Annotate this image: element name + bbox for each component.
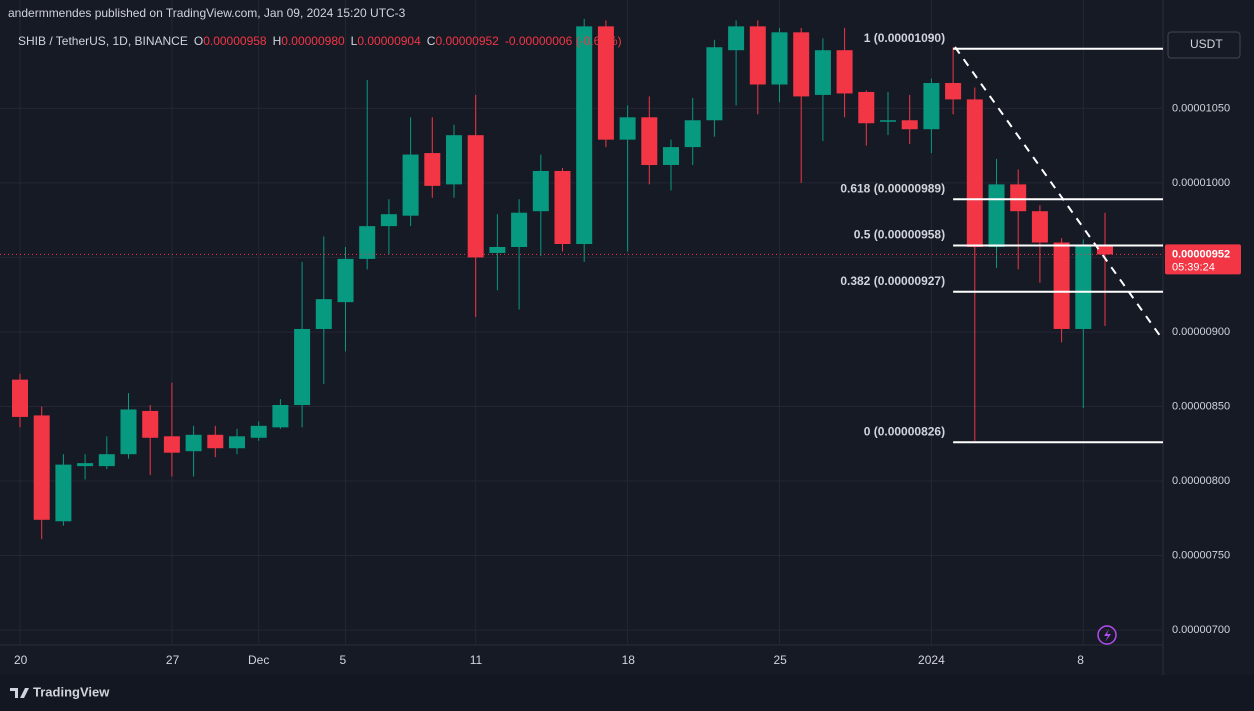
candle-body [380, 214, 397, 227]
candle-body [728, 26, 745, 51]
candle-body [706, 47, 723, 121]
x-tick-label: 25 [774, 653, 788, 667]
y-tick-label: 0.00000850 [1172, 400, 1230, 412]
y-tick-label: 0.00000800 [1172, 475, 1230, 487]
countdown: 05:39:24 [1172, 261, 1215, 273]
alert-bolt [1104, 629, 1111, 642]
candle-body [12, 379, 28, 417]
x-tick-label: 11 [470, 653, 483, 667]
candle-body [858, 91, 875, 124]
x-tick-label: 2024 [918, 653, 945, 667]
y-tick-label: 0.00000700 [1172, 624, 1230, 636]
candle-body [1010, 184, 1027, 212]
candle-body [880, 120, 896, 122]
last-price-label: 0.00000952 [1172, 248, 1230, 260]
published-note: andermmendes published on TradingView.co… [8, 6, 406, 20]
candle-body [532, 170, 549, 212]
change: -0.00000006 (-0.63%) [505, 34, 622, 48]
candle-body [988, 184, 1005, 247]
candle-body [77, 463, 94, 467]
candle-body [1053, 242, 1070, 329]
candle-body [554, 170, 571, 245]
ohlc-value: 0.00000958 [203, 34, 267, 48]
candle-body [663, 147, 679, 165]
currency-label: USDT [1190, 37, 1223, 51]
candle-body [945, 83, 962, 100]
candle-body [207, 434, 224, 449]
x-tick-label: 8 [1077, 653, 1084, 667]
alert-icon[interactable] [1097, 625, 1117, 645]
fib-level-label: 0.382 (0.00000927) [840, 274, 945, 288]
ohlc-label: H [273, 34, 282, 48]
candle-body [597, 26, 614, 140]
candle-body [98, 454, 115, 467]
candle-body [185, 434, 202, 452]
candle-body [250, 425, 267, 438]
candle-body [359, 226, 376, 259]
candle-body [684, 120, 701, 148]
plot [0, 18, 1163, 540]
symbol-title: SHIB / TetherUS, 1D, BINANCE [18, 34, 188, 48]
currency-button[interactable] [1167, 31, 1241, 59]
y-tick-label: 0.00001050 [1172, 102, 1230, 114]
candle-body [576, 26, 593, 245]
candle-body [923, 83, 940, 130]
fib-level-label: 1 (0.00001090) [864, 31, 945, 45]
candle-body [402, 154, 419, 216]
candle-body [120, 409, 137, 455]
candle-body [55, 464, 72, 522]
x-tick-label: 18 [622, 653, 636, 667]
y-tick-label: 0.00000750 [1172, 549, 1230, 561]
candle-body [446, 135, 462, 185]
candle-body [142, 410, 159, 438]
footer-bar [0, 675, 1254, 711]
candle-body [163, 436, 180, 453]
candle-body [1097, 245, 1113, 255]
candle-body [315, 299, 332, 329]
candle-body [771, 32, 788, 85]
candle-body [619, 117, 636, 140]
candle-body [901, 120, 918, 130]
fib-level-label: 0.618 (0.00000989) [840, 181, 945, 195]
candle-body [272, 404, 289, 428]
fib-level-label: 0.5 (0.00000958) [854, 228, 945, 242]
candle-body [793, 32, 810, 97]
candle-body [511, 212, 528, 247]
brand-logo [10, 688, 29, 698]
last-price-box [1165, 244, 1241, 275]
candle-body [1075, 245, 1092, 329]
candle-body [424, 153, 441, 186]
candle-body [966, 99, 983, 247]
ohlc-label: L [351, 34, 358, 48]
x-tick-label: 5 [340, 653, 347, 667]
x-tick-label: 27 [166, 653, 180, 667]
x-tick-label: Dec [248, 653, 269, 667]
candle-body [229, 436, 245, 449]
candle-body [749, 26, 766, 85]
y-tick-label: 0.00000900 [1172, 326, 1230, 338]
ohlc-value: 0.00000904 [357, 34, 421, 48]
candle-body [337, 258, 354, 303]
ohlc-value: 0.00000952 [435, 34, 499, 48]
candle-body [489, 246, 506, 253]
candle-body [836, 50, 853, 94]
candle-body [1031, 211, 1048, 243]
ohlc-value: 0.00000980 [281, 34, 345, 48]
candle-body [814, 50, 831, 95]
brand-name: TradingView [33, 684, 110, 699]
candle-body [33, 415, 50, 520]
candle-body [467, 135, 484, 258]
y-tick-label: 0.00001000 [1172, 177, 1230, 189]
candle-body [641, 117, 658, 165]
ohlc-label: C [427, 34, 436, 48]
legend: SHIB / TetherUS, 1D, BINANCE O0.00000958 H… [18, 34, 622, 48]
ohlc-label: O [194, 34, 203, 48]
fib-level-label: 0 (0.00000826) [864, 424, 945, 438]
candle-body [294, 328, 311, 405]
x-tick-label: 20 [14, 653, 28, 667]
